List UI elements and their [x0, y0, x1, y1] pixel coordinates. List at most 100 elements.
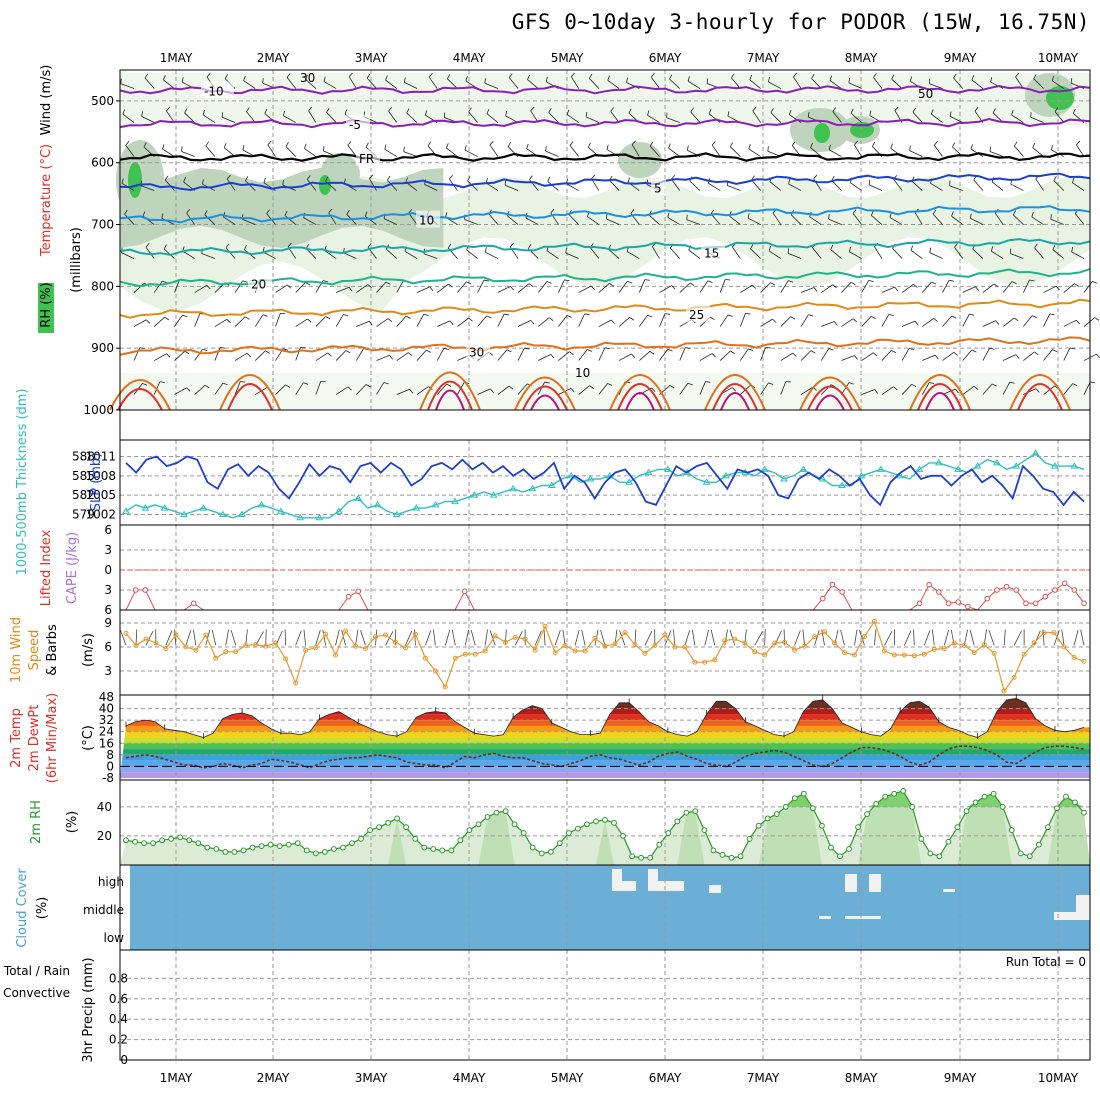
wind10m-point: [1051, 630, 1057, 636]
wind10m-point: [313, 645, 319, 651]
wind-barb: [344, 109, 348, 115]
wind-barb: [780, 280, 789, 293]
wind-barb: [953, 73, 957, 79]
rh2m-point: [330, 846, 337, 852]
wind-barb: [347, 386, 352, 391]
thickness-marker: [335, 507, 343, 514]
wind-barb: [770, 282, 776, 286]
wind-barb: [466, 281, 472, 285]
lifted-index-point: [965, 603, 971, 610]
wind-barb: [186, 208, 191, 214]
wind-barb: [930, 109, 934, 115]
wind10m-point: [572, 648, 578, 654]
wind10m-point: [552, 650, 558, 656]
rh2m-point: [123, 837, 129, 844]
wind10m-point: [1081, 658, 1087, 664]
rh2m-point: [764, 815, 771, 822]
rh2m-point: [312, 850, 319, 857]
wind-barb: [1032, 147, 1044, 157]
wind10m-point: [1011, 674, 1017, 680]
temp-contour--5: [119, 117, 1091, 129]
wind-barb: [618, 317, 630, 327]
wind-barb: [921, 281, 932, 293]
ylabel-ms: (m/s): [81, 633, 96, 667]
wind-barb: [1015, 76, 1024, 89]
wind10m-barb: [165, 630, 173, 646]
wind-barb: [1071, 247, 1074, 253]
wind-barb: [121, 252, 135, 259]
wind-barb: [223, 142, 227, 148]
wind-barb: [848, 382, 854, 385]
wind-barb: [820, 348, 829, 361]
cloud-bar: [845, 916, 881, 919]
wind-barb: [424, 110, 428, 116]
wind-barb: [861, 280, 870, 293]
wind-barb: [345, 350, 351, 354]
thickness-marker: [199, 504, 208, 511]
temp-ytick: 48: [99, 690, 114, 704]
wind-barb: [788, 179, 791, 185]
temp-contour-label: -5: [349, 118, 361, 132]
wind-barb: [852, 213, 862, 225]
wind-barb: [598, 383, 608, 395]
wind10m-point: [742, 640, 748, 646]
x-tick-label-top: 6MAY: [649, 51, 682, 65]
wind-barb: [932, 213, 943, 225]
wind-barb: [202, 114, 216, 123]
wind-barb: [644, 279, 650, 281]
wind-barb: [497, 349, 508, 361]
wind-barb: [894, 106, 899, 111]
wind-barb: [468, 111, 478, 123]
x-tick-label-top: 3MAY: [355, 51, 388, 65]
rh2m-point: [999, 803, 1006, 810]
wind-barb: [787, 248, 790, 254]
wind-barb: [234, 280, 244, 293]
wind10m-point: [722, 638, 728, 644]
wind-barb: [348, 76, 357, 89]
rh2m-point: [258, 843, 265, 849]
wind-barb: [598, 347, 606, 361]
wind-barb: [262, 78, 264, 84]
wind10m-barb: [322, 629, 326, 646]
wind-barb: [1083, 381, 1091, 395]
rh2m-point: [1053, 805, 1060, 812]
x-tick-label-bottom: 2MAY: [257, 1071, 290, 1085]
wind-barb: [578, 385, 590, 395]
thickness-marker: [373, 500, 382, 508]
wind-barb: [989, 347, 995, 350]
wind-barb: [428, 72, 433, 78]
wind-barb: [790, 214, 802, 225]
wind-barb: [889, 217, 903, 225]
wind-barb: [184, 112, 195, 123]
temp-contour-30: [119, 336, 1091, 356]
wind-barb: [760, 382, 769, 395]
wind-barb: [528, 283, 534, 287]
wind10m-point: [652, 642, 658, 648]
li-ytick: 6: [104, 523, 112, 537]
wind-barb: [1012, 210, 1017, 216]
wind10m-barb: [874, 629, 877, 646]
wind-barb: [788, 183, 802, 191]
wind-barb: [122, 109, 126, 115]
wind-barb: [850, 108, 854, 114]
wind-barb: [881, 350, 892, 361]
wind10m-point: [562, 642, 568, 648]
wind10m-barb: [859, 630, 865, 646]
wind10m-point: [702, 659, 708, 665]
rh2m-point: [222, 849, 229, 855]
wind-barb: [517, 383, 528, 395]
wind-barb: [651, 246, 660, 259]
temp-contour-label: -10: [204, 84, 224, 98]
thickness-marker: [702, 478, 711, 485]
wind-barb: [547, 181, 559, 191]
wind10m-point: [522, 636, 528, 642]
rh2m-point: [150, 840, 157, 847]
wind-barb: [566, 109, 570, 115]
rh-high-blob: [814, 123, 830, 143]
wind-barb: [174, 279, 181, 293]
wind-barb: [841, 355, 855, 361]
wind-barb: [850, 113, 862, 123]
lifted-index-point: [345, 593, 352, 600]
wind10m-point: [991, 650, 997, 656]
hot-contour: [530, 394, 560, 411]
